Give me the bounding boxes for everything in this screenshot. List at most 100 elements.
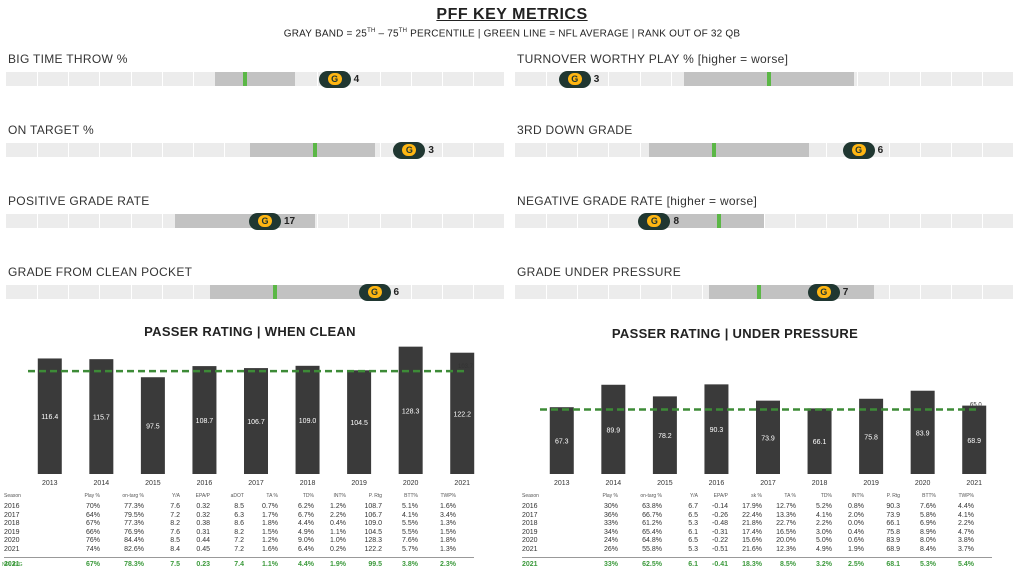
table-cell: 61.2% <box>642 520 662 527</box>
table-cell: 0.0% <box>848 520 864 527</box>
bar-value-label: 75.8 <box>864 434 878 441</box>
table-cell: 3.2% <box>816 561 832 568</box>
table-cell: 5.5% <box>402 520 418 527</box>
table-cell: 21.6% <box>742 545 762 553</box>
table-cell: 7.2 <box>234 545 244 553</box>
bar <box>601 384 626 474</box>
subtitle-sup-1: TH <box>367 28 376 34</box>
bar <box>347 370 372 474</box>
packers-logo-icon: G <box>358 283 391 301</box>
rank-value: 8 <box>673 215 679 227</box>
table-cell: 5.3 <box>688 520 698 527</box>
table-cell: 9.0% <box>298 537 314 544</box>
table-cell: 64% <box>85 511 100 519</box>
table-cell: 22.4% <box>742 511 762 519</box>
x-tick-label: 2019 <box>863 480 879 487</box>
x-tick-label: 2017 <box>760 480 776 487</box>
logo-letter: G <box>257 215 272 227</box>
table-cell: -0.51 <box>712 545 728 553</box>
table-cell: 5.8% <box>920 511 936 519</box>
table-header-row: Season Play % on-targ % Y/A EPA/P sk % TA % TD%… <box>522 493 1002 502</box>
table-cell: 1.2% <box>330 503 346 510</box>
bar-value-label: 106.7 <box>247 419 265 426</box>
table-cell: 4.1% <box>958 511 974 519</box>
x-tick-label: 2015 <box>145 480 161 487</box>
table-cell: 2021 <box>522 545 538 553</box>
bar-value-label: 89.9 <box>607 427 621 434</box>
bar <box>140 377 165 474</box>
table-cell: 7.6 <box>170 503 180 510</box>
track-divider <box>99 285 101 299</box>
packers-logo-icon: G <box>318 70 351 88</box>
table-cell: 4.4% <box>958 503 974 510</box>
table-cell: Y/A <box>171 493 180 499</box>
metric-label: BIG TIME THROW % <box>8 52 128 66</box>
table-cell: 0.2% <box>330 545 346 553</box>
track-divider <box>670 72 672 86</box>
table-cell: 5.5% <box>402 528 418 536</box>
track-divider <box>857 214 859 228</box>
track-divider <box>161 214 163 228</box>
table-cell: 0.32 <box>196 503 210 510</box>
metric-label: NEGATIVE GRADE RATE [higher = worse] <box>517 194 758 208</box>
table-cell: Play % <box>84 493 100 499</box>
track-divider <box>608 214 610 228</box>
table-cell: INT% <box>851 493 865 499</box>
table-cell: 1.3% <box>440 545 456 553</box>
table-cell: 6.7 <box>688 503 698 510</box>
table-cell: 18.3% <box>742 561 762 568</box>
table-cell: 5.3 <box>688 545 698 553</box>
table-cell: 6.9% <box>920 520 936 527</box>
track-divider <box>192 143 194 157</box>
track-divider <box>950 285 952 299</box>
table-cell: 2.2% <box>330 511 346 519</box>
table-cell: 78.3% <box>124 561 144 568</box>
track-divider <box>639 143 641 157</box>
track-divider <box>472 214 474 228</box>
nfl-average-line <box>312 143 317 157</box>
table-cell: 6.4% <box>298 545 314 553</box>
table-cell: 2019 <box>4 528 20 536</box>
track-divider <box>441 285 443 299</box>
table-cell: 75.8 <box>886 528 900 536</box>
track-divider <box>379 143 381 157</box>
table-cell: 1.6% <box>262 545 278 553</box>
logo-letter: G <box>816 286 831 298</box>
pressure-passer-rating-chart: 67.3 2013 89.9 2014 78.2 2015 90.3 2016 73.9 2017… <box>540 384 987 487</box>
table-cell: 0.4% <box>848 528 864 536</box>
subtitle-sup-2: TH <box>398 28 408 34</box>
track-divider <box>410 214 412 228</box>
table-row: 2019 34% 65.4% 6.1 -0.31 17.4% 16.5% 3.0% 0.4% 75… <box>522 529 1002 538</box>
table-cell: P. Rtg <box>368 493 382 499</box>
table-cell: 30% <box>603 503 618 510</box>
table-cell: 6.5 <box>688 511 698 519</box>
nfl-average-line <box>757 285 762 299</box>
track-divider <box>639 285 641 299</box>
track-divider <box>764 214 765 228</box>
table-cell: 8.9% <box>920 528 936 536</box>
metric-row: NEGATIVE GRADE RATE [higher = worse] G 8 <box>515 194 1013 234</box>
bar-value-label: 104.5 <box>350 420 368 427</box>
table-cell: 13.3% <box>776 511 796 519</box>
rank-value: 6 <box>877 144 884 156</box>
table-cell: 7.2 <box>234 537 244 544</box>
table-cell: TWP% <box>958 493 974 499</box>
table-cell: 64.8% <box>642 537 662 544</box>
x-tick-label: 2014 <box>606 480 622 487</box>
track-divider <box>888 285 890 299</box>
table-divider <box>4 557 474 558</box>
bar-value-label: 116.4 <box>41 414 58 421</box>
track-divider <box>919 143 921 157</box>
table-cell: 4.1% <box>816 511 832 519</box>
average-value-label: 103.7 <box>458 364 474 370</box>
rank-value: 6 <box>393 286 400 298</box>
table-cell: 63.8% <box>642 503 662 510</box>
track-divider <box>37 143 39 157</box>
table-cell: 1.5% <box>440 528 456 536</box>
table-average-row: 2021 33% 62.5% 6.1 -0.41 18.3% 8.5% 3.2% 2.5% 68.… <box>522 561 1002 570</box>
metric-label: POSITIVE GRADE RATE <box>8 194 150 208</box>
track-divider <box>546 72 548 86</box>
percentile-band <box>215 72 295 86</box>
